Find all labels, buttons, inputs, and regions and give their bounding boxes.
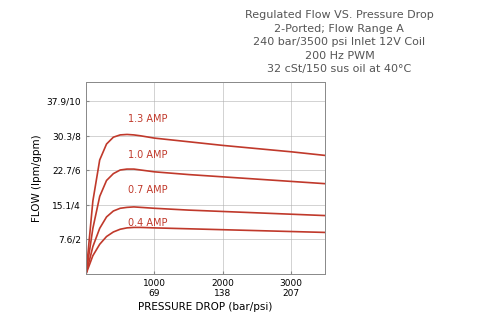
Text: 1.3 AMP: 1.3 AMP — [129, 114, 168, 124]
Text: 0.7 AMP: 0.7 AMP — [129, 184, 168, 195]
X-axis label: PRESSURE DROP (bar/psi): PRESSURE DROP (bar/psi) — [138, 302, 273, 312]
Text: Regulated Flow VS. Pressure Drop
2-Ported; Flow Range A
240 bar/3500 psi Inlet 1: Regulated Flow VS. Pressure Drop 2-Porte… — [245, 10, 434, 74]
Text: 0.4 AMP: 0.4 AMP — [129, 218, 168, 228]
Text: 1.0 AMP: 1.0 AMP — [129, 150, 168, 160]
Y-axis label: FLOW (lpm/gpm): FLOW (lpm/gpm) — [33, 134, 43, 222]
